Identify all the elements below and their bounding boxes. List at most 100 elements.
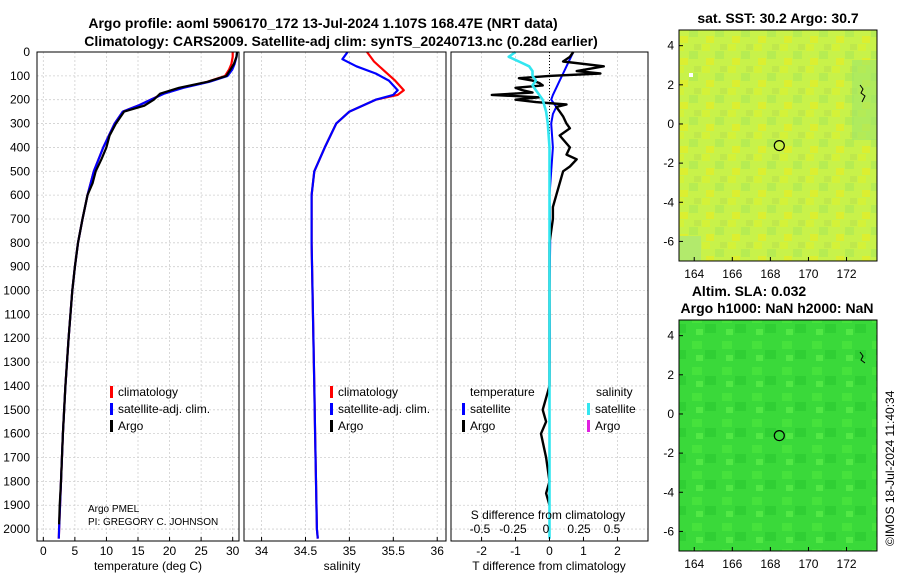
sla-map-frame <box>678 319 878 552</box>
depth-tick-label: 900 <box>10 260 30 274</box>
sla-field <box>679 320 877 551</box>
temperature-panel: 0 5 10 15 20 25 30 temperature (deg C) climato… <box>36 51 240 573</box>
depth-tick-label: 1700 <box>3 451 30 465</box>
sst-map-frame <box>678 29 878 262</box>
map-x-tick-label: 164 <box>684 557 704 571</box>
series-line-satellite-adj-clim <box>310 51 399 539</box>
x-tick-label: 15 <box>131 544 145 558</box>
salinity-panel: 34 34.5 35 35.5 36 salinity climatology sate… <box>243 51 447 573</box>
map-y-tick-label: -2 <box>663 446 674 460</box>
legend-swatch-argo <box>330 420 333 432</box>
map-y-tick-label: -4 <box>663 485 674 499</box>
map-y-tick-label: -6 <box>663 234 674 248</box>
legend-swatch-climatology <box>110 386 113 398</box>
legend-label-satellite: satellite-adj. clim. <box>338 402 430 416</box>
x-tick-label: 1 <box>580 544 587 558</box>
legend-swatch-climatology <box>330 386 333 398</box>
x-tick-label: 36 <box>431 544 445 558</box>
legend-header-salinity: salinity <box>596 385 633 399</box>
x-tick-label: 2 <box>614 544 621 558</box>
sla-map-title-line2: Argo h1000: NaN h2000: NaN <box>681 300 874 316</box>
sst-field <box>679 30 877 261</box>
sla-map-title-line1: Altim. SLA: 0.032 <box>692 283 807 299</box>
s-top-tick-label: 0.5 <box>604 522 621 536</box>
series-line-t-satellite <box>548 51 575 539</box>
legend-label-climatology: climatology <box>338 385 398 399</box>
legend-label-t-satellite: satellite <box>470 402 511 416</box>
t-difference-xlabel: T difference from climatology <box>472 559 626 573</box>
temperature-legend: climatology satellite-adj. clim. Argo <box>110 385 210 433</box>
series-line-climatology <box>57 52 234 539</box>
depth-tick-label: 1000 <box>3 284 30 298</box>
credit-line2: PI: GREGORY C. JOHNSON <box>88 517 218 528</box>
depth-tick-label: 800 <box>10 236 30 250</box>
legend-swatch-s-satellite <box>587 403 590 415</box>
x-tick-label: 0 <box>546 544 553 558</box>
legend-label-satellite: satellite-adj. clim. <box>118 402 210 416</box>
depth-tick-label: 1400 <box>3 379 30 393</box>
depth-tick-label: 0 <box>23 45 30 59</box>
legend-swatch-satellite <box>330 403 333 415</box>
sst-edge-patch <box>852 60 877 140</box>
depth-tick-label: 2000 <box>3 522 30 536</box>
depth-tick-label: 600 <box>10 188 30 202</box>
island-outline <box>859 84 866 103</box>
depth-tick-label: 1900 <box>3 498 30 512</box>
depth-axis: 0 100 200 300 400 500 600 700 800 900 1000 1100 1200… <box>3 45 30 536</box>
imos-timestamp: ©IMOS 18-Jul-2024 11:40:34 <box>883 390 897 546</box>
island-outline <box>859 351 866 364</box>
map-x-tick-label: 172 <box>837 267 857 281</box>
map-x-tick-label: 170 <box>798 557 818 571</box>
depth-tick-label: 1800 <box>3 474 30 488</box>
map-y-tick-label: 0 <box>667 407 674 421</box>
map-y-tick-label: 2 <box>667 78 674 92</box>
legend-swatch-satellite <box>110 403 113 415</box>
series-line-satellite-adj-clim <box>57 51 239 539</box>
sst-missing-pixel <box>689 73 693 77</box>
sst-map-panel: sat. SST: 30.2 Argo: 30.7 164 166 168 170 17… <box>663 10 878 281</box>
s-top-tick-label: -0.25 <box>499 522 527 536</box>
series-line-climatology <box>310 51 405 539</box>
depth-tick-label: 400 <box>10 140 30 154</box>
map-x-tick-label: 164 <box>684 267 704 281</box>
x-tick-label: 10 <box>100 544 114 558</box>
figure-title-line1: Argo profile: aoml 5906170_172 13-Jul-20… <box>88 15 557 31</box>
depth-tick-label: 1200 <box>3 331 30 345</box>
depth-tick-label: 300 <box>10 117 30 131</box>
salinity-frame <box>243 51 447 542</box>
sst-cool-patch <box>679 236 701 261</box>
difference-legend: temperature salinity satellite Argo sate… <box>462 385 636 433</box>
salinity-legend: climatology satellite-adj. clim. Argo <box>330 385 430 433</box>
depth-tick-label: 700 <box>10 212 30 226</box>
s-difference-label: S difference from climatology <box>471 508 626 522</box>
series-line-s-satellite <box>507 50 551 539</box>
series-line-argo <box>58 51 239 525</box>
map-x-tick-label: 172 <box>837 557 857 571</box>
x-tick-label: 35.5 <box>382 544 406 558</box>
figure-title-line2: Climatology: CARS2009. Satellite-adj cli… <box>84 33 598 49</box>
legend-label-s-argo: Argo <box>595 419 621 433</box>
x-tick-label: 34.5 <box>294 544 318 558</box>
sst-map-title: sat. SST: 30.2 Argo: 30.7 <box>697 10 859 26</box>
map-y-tick-label: 4 <box>667 329 674 343</box>
float-position-marker <box>773 140 785 152</box>
depth-tick-label: 1500 <box>3 403 30 417</box>
x-tick-label: 34 <box>255 544 269 558</box>
s-top-tick-label: 0 <box>543 522 550 536</box>
depth-tick-label: 200 <box>10 93 30 107</box>
difference-panel: -2 -1 0 1 2 -0.5 -0.25 0 0.25 0.5 S difference f… <box>450 50 649 573</box>
map-x-tick-label: 166 <box>722 557 742 571</box>
legend-label-s-satellite: satellite <box>595 402 636 416</box>
legend-label-argo: Argo <box>338 419 364 433</box>
depth-tick-label: 1600 <box>3 427 30 441</box>
float-position-marker <box>773 430 785 442</box>
map-y-tick-label: 4 <box>667 39 674 53</box>
s-top-tick-label: -0.5 <box>470 522 491 536</box>
temperature-xlabel: temperature (deg C) <box>94 559 202 573</box>
depth-tick-label: 500 <box>10 164 30 178</box>
map-x-tick-label: 168 <box>760 557 780 571</box>
depth-tick-label: 1100 <box>4 307 30 321</box>
x-tick-label: 5 <box>72 544 79 558</box>
map-x-tick-label: 170 <box>798 267 818 281</box>
